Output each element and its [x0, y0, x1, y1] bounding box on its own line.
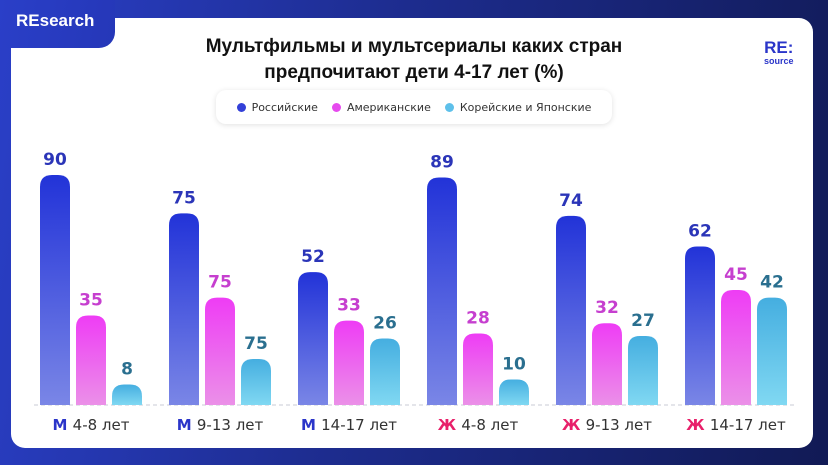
bar: [76, 315, 106, 405]
bar: [40, 175, 70, 405]
bar: [241, 359, 271, 405]
bar: [757, 297, 787, 405]
brand-tab-label: REsearch: [16, 11, 95, 30]
data-label: 35: [79, 291, 103, 311]
legend-item-russian: Российские: [236, 100, 318, 114]
bar: [205, 297, 235, 405]
data-label: 28: [466, 308, 490, 328]
category-label: Ж 14-17 лет: [686, 416, 786, 434]
chart-title-line-2: предпочитают дети 4-17 лет (%): [264, 62, 564, 83]
data-label: 89: [430, 153, 454, 173]
data-label: 90: [43, 150, 67, 170]
chart-title-line-1: Мультфильмы и мультсериалы каких стран: [205, 36, 623, 57]
bar: [169, 213, 199, 405]
legend-label: Американские: [346, 100, 431, 114]
logo-sub: source: [764, 56, 794, 66]
legend-dot: [331, 102, 341, 112]
legend-dot: [444, 102, 454, 112]
legend: Российские Американские Корейские и Япон…: [216, 90, 612, 124]
category-label: Ж 4-8 лет: [438, 416, 519, 434]
category-label: М 4-8 лет: [53, 416, 130, 434]
data-label: 10: [502, 354, 526, 374]
resource-logo: RE: source: [764, 38, 794, 66]
bar: [370, 338, 400, 405]
bar: [334, 320, 364, 405]
bar: [463, 333, 493, 405]
data-label: 42: [760, 273, 784, 293]
data-label: 26: [373, 314, 397, 334]
legend-dot: [236, 102, 246, 112]
legend-item-korean-japanese: Корейские и Японские: [444, 100, 592, 114]
bar: [427, 177, 457, 405]
data-label: 75: [244, 334, 268, 354]
bar: [592, 323, 622, 405]
chart-card: [11, 18, 813, 448]
legend-item-american: Американские: [331, 100, 431, 114]
data-label: 45: [724, 265, 748, 285]
category-label: Ж 9-13 лет: [562, 416, 652, 434]
chart-title: Мультфильмы и мультсериалы каких стран п…: [0, 34, 828, 86]
data-label: 74: [559, 191, 583, 211]
category-label: М 14-17 лет: [301, 416, 397, 434]
logo-main: RE:: [764, 38, 794, 57]
data-label: 62: [688, 222, 712, 242]
bar: [499, 379, 529, 405]
bar: [628, 336, 658, 405]
legend-label: Корейские и Японские: [459, 100, 592, 114]
data-label: 27: [631, 311, 655, 331]
data-label: 33: [337, 296, 361, 316]
legend-label: Российские: [251, 100, 318, 114]
data-label: 52: [301, 247, 325, 267]
bar: [112, 384, 142, 405]
bar: [298, 272, 328, 405]
data-label: 32: [595, 298, 619, 318]
data-label: 75: [172, 188, 196, 208]
data-label: 8: [121, 360, 133, 380]
bar: [685, 246, 715, 405]
brand-tab: REsearch: [0, 0, 115, 48]
bar: [721, 290, 751, 405]
bar: [556, 215, 586, 405]
data-label: 75: [208, 273, 232, 293]
category-label: М 9-13 лет: [177, 416, 264, 434]
